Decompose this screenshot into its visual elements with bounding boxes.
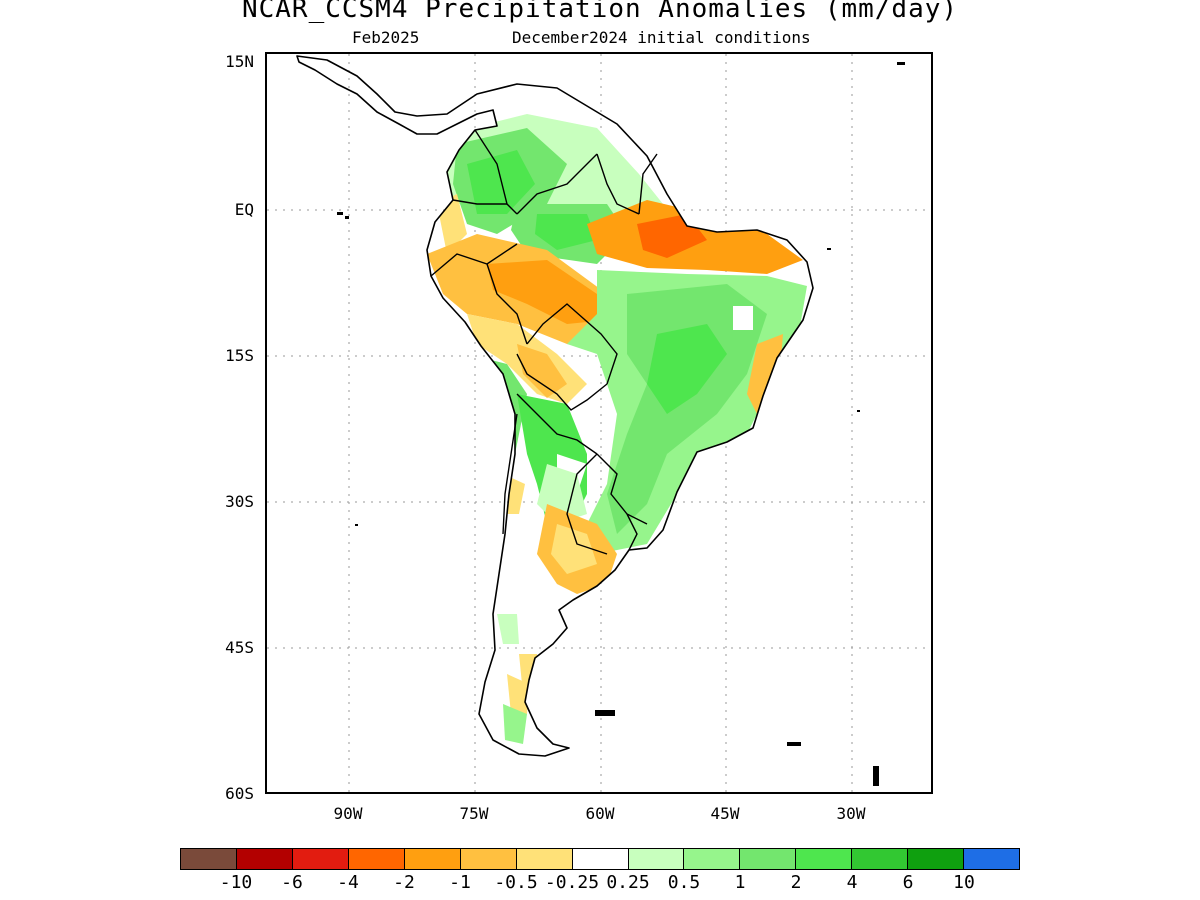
lat-label-15n: 15N	[225, 52, 254, 71]
lat-label-15s: 15S	[225, 346, 254, 365]
colorbar-tick-label: 2	[790, 872, 802, 893]
colorbar-tick-label: 0.25	[606, 872, 650, 893]
lon-label-60w: 60W	[585, 804, 615, 823]
colorbar-tick-label: 0.5	[667, 872, 701, 893]
colorbar-tick-label: -4	[337, 872, 359, 893]
colorbar-swatch	[628, 849, 685, 869]
initial-conditions: December2024 initial conditions	[512, 28, 811, 47]
map-panel	[265, 52, 933, 794]
lon-label-75w: 75W	[459, 804, 489, 823]
colorbar-tick-label: -0.5	[494, 872, 538, 893]
lat-label-30s: 30S	[225, 492, 254, 511]
colorbar-swatch	[740, 849, 797, 869]
colorbar-tick-label: 1	[734, 872, 746, 893]
colorbar-tick-label: -2	[393, 872, 415, 893]
colorbar-swatch	[348, 849, 405, 869]
colorbar-tick-label: -10	[219, 872, 253, 893]
colorbar-swatch	[908, 849, 965, 869]
islands	[337, 62, 905, 786]
colorbar-tick-label: 10	[953, 872, 975, 893]
forecast-month: Feb2025	[352, 28, 420, 47]
country-borders	[430, 129, 658, 555]
colorbar-swatch	[684, 849, 741, 869]
colorbar-swatch	[852, 849, 909, 869]
colorbar-swatch	[460, 849, 517, 869]
colorbar-swatch	[236, 849, 293, 869]
lon-label-45w: 45W	[710, 804, 740, 823]
lon-label-90w: 90W	[333, 804, 363, 823]
colorbar-tick-label: -0.25	[544, 872, 600, 893]
colorbar-swatch	[292, 849, 349, 869]
colorbar-swatch	[964, 849, 1020, 869]
colorbar-tick-label: -1	[449, 872, 471, 893]
colorbar-tick-label: 6	[902, 872, 914, 893]
colorbar-swatch	[404, 849, 461, 869]
chart-title: NCAR_CCSM4 Precipitation Anomalies (mm/d…	[241, 0, 959, 24]
lat-label-45s: 45S	[225, 638, 254, 657]
anomaly-shading	[427, 114, 807, 744]
coastline	[296, 55, 814, 757]
colorbar-tick-label: 4	[846, 872, 858, 893]
colorbar-tick-label: -6	[281, 872, 303, 893]
lat-label-eq: EQ	[234, 200, 254, 219]
colorbar-swatch	[572, 849, 629, 869]
lat-label-60s: 60S	[225, 784, 254, 803]
colorbar-swatch	[516, 849, 573, 869]
colorbar-swatch	[181, 849, 237, 869]
precipitation-map	[267, 54, 931, 792]
colorbar	[180, 848, 1020, 870]
colorbar-swatch	[796, 849, 853, 869]
lon-label-30w: 30W	[836, 804, 866, 823]
